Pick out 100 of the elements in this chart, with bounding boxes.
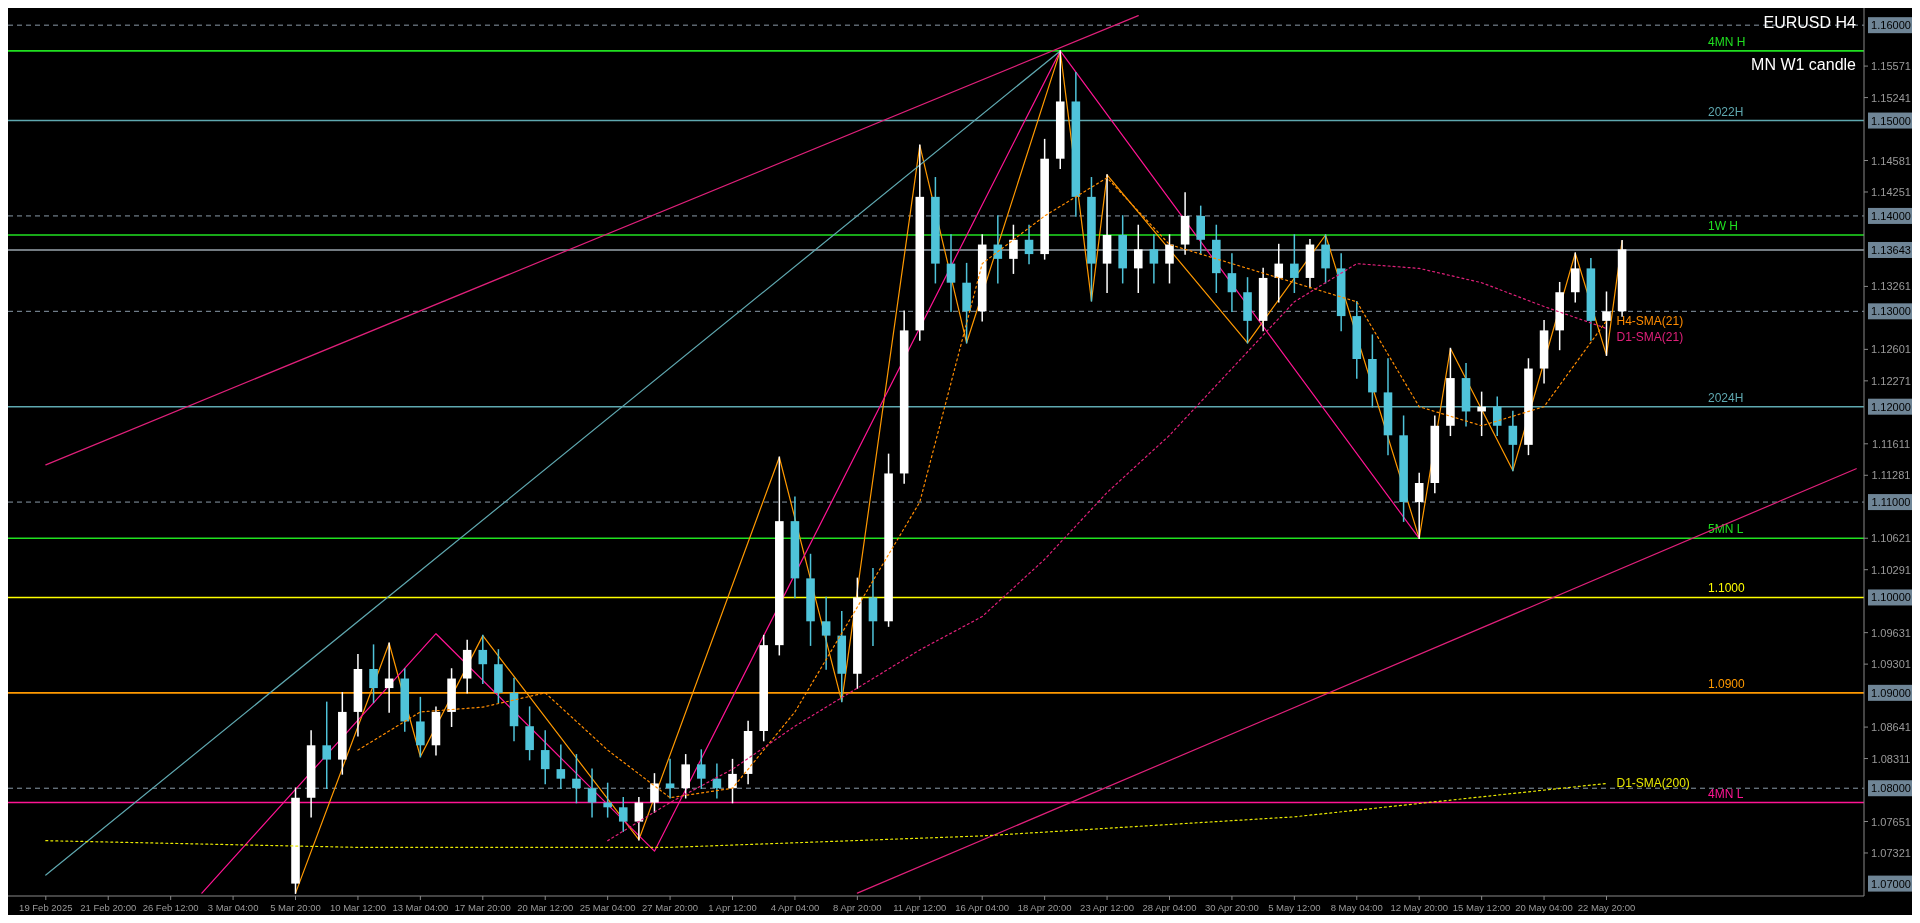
y-tick-label: 1.09000 bbox=[1871, 686, 1911, 699]
candlestick bbox=[650, 773, 659, 813]
x-tick-label: 5 Mar 20:00 bbox=[270, 902, 321, 913]
candlestick bbox=[1196, 205, 1205, 255]
y-tick-label: 1.12000 bbox=[1871, 400, 1911, 413]
y-tick-label: 1.07321 bbox=[1871, 846, 1911, 859]
x-tick-label: 23 Apr 12:00 bbox=[1080, 902, 1135, 913]
x-tick-label: 10 Mar 12:00 bbox=[329, 902, 386, 913]
x-tick-label: 17 Mar 20:00 bbox=[454, 902, 511, 913]
x-tick-label: 27 Mar 20:00 bbox=[642, 902, 699, 913]
x-tick-label: 20 Mar 12:00 bbox=[517, 902, 574, 913]
candlestick bbox=[1133, 224, 1143, 293]
ref-line-label: 1W H bbox=[1708, 219, 1738, 234]
x-tick-label: 3 Mar 04:00 bbox=[207, 902, 259, 913]
chart-title: EURUSD H4 bbox=[1763, 14, 1857, 31]
candlestick bbox=[946, 234, 956, 313]
x-tick-label: 15 May 12:00 bbox=[1452, 902, 1511, 913]
x-tick-label: 19 Feb 2025 bbox=[19, 902, 73, 913]
candlestick bbox=[540, 730, 550, 785]
candlestick bbox=[322, 701, 332, 789]
y-tick-label: 1.10291 bbox=[1871, 563, 1911, 576]
ref-line-label: 4MN H bbox=[1708, 34, 1746, 49]
y-tick-label: 1.07000 bbox=[1871, 877, 1911, 890]
candlestick bbox=[728, 758, 737, 804]
candlestick bbox=[821, 596, 831, 670]
y-tick-label: 1.15241 bbox=[1871, 91, 1911, 104]
candlestick bbox=[369, 644, 378, 704]
y-tick-label: 1.16000 bbox=[1871, 19, 1911, 32]
x-tick-label: 16 Apr 04:00 bbox=[955, 902, 1010, 913]
candlestick bbox=[1492, 396, 1502, 437]
y-tick-label: 1.14581 bbox=[1871, 154, 1911, 167]
y-tick-label: 1.14251 bbox=[1871, 185, 1911, 198]
candlestick bbox=[1227, 253, 1237, 313]
candlestick bbox=[1570, 252, 1580, 303]
candlestick bbox=[665, 758, 675, 799]
y-tick-label: 1.12601 bbox=[1871, 343, 1911, 356]
candlestick bbox=[1508, 410, 1518, 472]
candlestick bbox=[587, 768, 597, 818]
x-tick-label: 8 Apr 20:00 bbox=[833, 902, 882, 913]
x-tick-label: 11 Apr 12:00 bbox=[893, 902, 947, 913]
candlestick bbox=[556, 744, 566, 789]
candlestick bbox=[634, 797, 644, 841]
candlestick bbox=[1024, 224, 1034, 265]
text: MN W1 candle bbox=[1751, 56, 1857, 73]
x-tick-label: 30 Apr 20:00 bbox=[1204, 902, 1259, 913]
x-tick-label: 22 May 20:00 bbox=[1577, 902, 1636, 913]
x-tick-label: 4 Apr 04:00 bbox=[770, 902, 820, 913]
ref-line-label: 5MN L bbox=[1708, 522, 1744, 537]
y-tick-label: 1.12271 bbox=[1871, 374, 1911, 387]
candlestick bbox=[1165, 234, 1174, 284]
x-tick-label: 8 May 04:00 bbox=[1330, 902, 1383, 913]
y-tick-label: 1.13000 bbox=[1871, 305, 1911, 318]
y-tick-label: 1.08641 bbox=[1871, 721, 1911, 734]
candlestick bbox=[868, 568, 878, 646]
y-tick-label: 1.11281 bbox=[1871, 469, 1911, 482]
candlestick bbox=[478, 634, 488, 685]
series-label: D1-SMA(21) bbox=[1616, 329, 1684, 344]
y-tick-label: 1.11000 bbox=[1871, 496, 1911, 509]
x-tick-label: 25 Mar 04:00 bbox=[579, 902, 636, 913]
x-tick-label: 18 Apr 20:00 bbox=[1017, 902, 1072, 913]
x-tick-label: 13 Mar 04:00 bbox=[392, 902, 449, 913]
ref-line-label: 1.1000 bbox=[1708, 581, 1746, 596]
y-tick-label: 1.08311 bbox=[1871, 752, 1911, 765]
candlestick bbox=[1321, 234, 1330, 284]
series-label: H4-SMA(21) bbox=[1616, 313, 1684, 328]
candlestick bbox=[1274, 243, 1284, 303]
x-tick-label: 20 May 04:00 bbox=[1515, 902, 1573, 913]
candlestick bbox=[525, 706, 534, 761]
y-tick-label: 1.07651 bbox=[1871, 815, 1911, 828]
y-tick-label: 1.09301 bbox=[1871, 658, 1911, 671]
candlestick bbox=[1602, 291, 1611, 356]
candlestick bbox=[416, 696, 425, 758]
line-series bbox=[607, 263, 1608, 842]
ref-line-label: 4MN L bbox=[1708, 786, 1744, 801]
x-tick-label: 12 May 20:00 bbox=[1390, 902, 1448, 913]
y-tick-label: 1.09631 bbox=[1871, 626, 1911, 639]
candlestick bbox=[1290, 234, 1299, 293]
line-series bbox=[45, 782, 1608, 848]
x-tick-label: 21 Feb 20:00 bbox=[80, 902, 137, 913]
candlestick bbox=[618, 797, 628, 832]
y-tick-label: 1.15571 bbox=[1871, 60, 1911, 73]
ref-line-label: 1.0900 bbox=[1708, 676, 1746, 691]
x-tick-label: 28 Apr 04:00 bbox=[1142, 902, 1197, 913]
y-tick-label: 1.15000 bbox=[1871, 114, 1911, 127]
x-tick-label: 1 Apr 12:00 bbox=[708, 902, 757, 913]
y-tick-label: 1.13643 bbox=[1871, 243, 1911, 256]
x-tick-label: 26 Feb 12:00 bbox=[142, 902, 199, 913]
ref-line-label: 2022H bbox=[1708, 104, 1744, 119]
y-tick-label: 1.08000 bbox=[1871, 782, 1911, 795]
candlestick bbox=[1009, 224, 1018, 274]
y-tick-label: 1.13261 bbox=[1871, 280, 1911, 293]
y-tick-label: 1.11611 bbox=[1871, 437, 1911, 450]
candlestick bbox=[1414, 472, 1424, 540]
x-tick-label: 5 May 12:00 bbox=[1268, 902, 1321, 913]
series-label: D1-SMA(200) bbox=[1616, 776, 1690, 791]
ref-line-label: 2024H bbox=[1708, 390, 1744, 405]
candlestick bbox=[697, 749, 706, 789]
candlestick bbox=[681, 754, 690, 799]
y-tick-label: 1.10621 bbox=[1871, 532, 1911, 545]
y-tick-label: 1.14000 bbox=[1871, 209, 1911, 222]
